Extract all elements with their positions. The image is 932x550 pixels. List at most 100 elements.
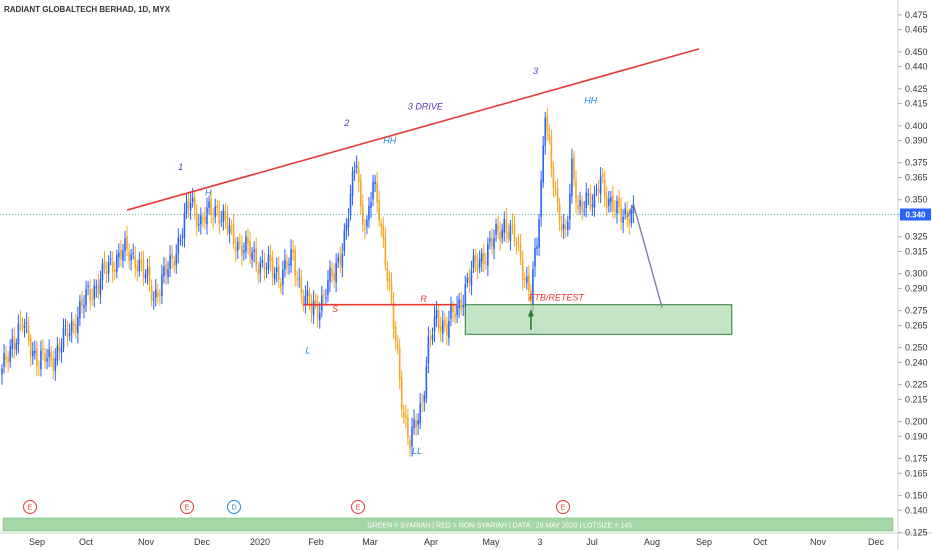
candle-body xyxy=(298,278,301,280)
candle-body xyxy=(355,165,358,168)
candle-body xyxy=(218,211,221,225)
candle-body xyxy=(435,309,438,319)
candle-body xyxy=(251,252,253,260)
candle-body xyxy=(552,167,555,189)
candle-body xyxy=(587,193,590,196)
candle-body xyxy=(66,328,69,338)
candle-body xyxy=(456,305,458,315)
candle-body xyxy=(472,255,475,268)
trendline xyxy=(126,48,700,211)
candle-body xyxy=(93,285,96,299)
event-badge-label: E xyxy=(185,505,190,512)
candle-body xyxy=(97,284,100,294)
event-badge-label: E xyxy=(561,505,566,512)
price-tick-label: 0.275 xyxy=(905,306,928,316)
annotation-label: S xyxy=(332,304,338,314)
candle-body xyxy=(542,145,544,183)
price-tick-label: 0.140 xyxy=(905,505,928,515)
candle-body xyxy=(21,323,24,329)
candle-body xyxy=(75,323,77,333)
event-badge-label: E xyxy=(28,505,33,512)
candle-body xyxy=(618,198,620,207)
candle-body xyxy=(575,178,577,203)
candle-body xyxy=(544,117,547,146)
annotation-label: HH xyxy=(383,136,396,146)
candle-body xyxy=(91,298,93,300)
candle-body xyxy=(72,323,75,326)
candle-body xyxy=(458,299,460,309)
candle-body xyxy=(113,270,116,272)
candle-body xyxy=(517,241,520,243)
time-axis[interactable]: Sep Oct Nov Dec 2020 Feb Mar Apr May 3 Jul Aug Sep Oc… xyxy=(29,537,885,547)
time-tick-label: Sep xyxy=(696,537,712,547)
candle-body xyxy=(1,368,3,375)
annotation-label: FTB/RETEST xyxy=(529,292,586,302)
candle-body xyxy=(573,156,575,179)
price-tick-label: 0.425 xyxy=(905,84,928,94)
candle-body xyxy=(595,189,598,191)
candle-body xyxy=(415,420,417,428)
candle-body xyxy=(499,231,501,241)
candle-body xyxy=(343,230,346,252)
candle-body xyxy=(177,237,180,254)
time-tick-label: Nov xyxy=(138,537,155,547)
event-badge xyxy=(351,500,365,514)
candle-body xyxy=(632,203,635,214)
candle-body xyxy=(384,237,387,266)
price-tick-label: 0.190 xyxy=(905,431,928,441)
candle-body xyxy=(89,289,91,301)
candle-body xyxy=(31,351,34,357)
candle-body xyxy=(118,252,120,258)
candle-body xyxy=(247,238,249,244)
candle-body xyxy=(341,253,344,268)
candle-body xyxy=(243,250,245,253)
candle-body xyxy=(263,262,266,272)
candle-body xyxy=(29,338,32,357)
candle-body xyxy=(478,259,481,268)
candle-body xyxy=(485,262,487,264)
candle-body xyxy=(265,267,268,269)
candle-body xyxy=(241,245,243,256)
annotation-label: R xyxy=(420,294,427,304)
candle-body xyxy=(163,266,165,277)
candle-body xyxy=(136,265,139,272)
candle-body xyxy=(554,190,557,192)
candle-body xyxy=(286,261,288,268)
candle-body xyxy=(368,205,370,221)
candle-body xyxy=(222,209,225,222)
candle-body xyxy=(120,249,122,259)
candle-body xyxy=(507,231,510,239)
candle-body xyxy=(392,301,395,329)
candle-body xyxy=(400,377,403,410)
candle-body xyxy=(36,347,38,367)
candle-body xyxy=(480,253,483,262)
candle-body xyxy=(296,279,298,281)
candle-body xyxy=(466,277,469,283)
candle-body xyxy=(577,205,579,209)
annotation-label: HH xyxy=(584,96,597,106)
price-tick-label: 0.475 xyxy=(905,10,928,20)
candle-body xyxy=(362,204,364,226)
candle-body xyxy=(171,253,173,259)
candle-body xyxy=(142,258,145,277)
candle-body xyxy=(495,223,497,236)
candle-body xyxy=(407,417,409,438)
candle-body xyxy=(27,325,30,341)
candle-body xyxy=(560,223,563,232)
candle-body xyxy=(536,245,538,249)
annotation-label: 2 xyxy=(343,118,349,128)
event-badge xyxy=(180,500,194,514)
candle-body xyxy=(83,305,85,309)
candle-body xyxy=(95,287,98,289)
candle-body xyxy=(394,325,397,342)
price-axis[interactable]: 0.475 0.465 0.450 0.440 0.425 0.415 0.400 0.390… xyxy=(898,10,928,538)
candle-body xyxy=(564,226,567,231)
candle-body xyxy=(169,255,171,269)
candle-body xyxy=(146,268,149,275)
price-tick-label: 0.290 xyxy=(905,283,928,293)
candle-body xyxy=(181,236,184,238)
candle-body xyxy=(437,310,440,329)
candle-body xyxy=(175,253,178,266)
